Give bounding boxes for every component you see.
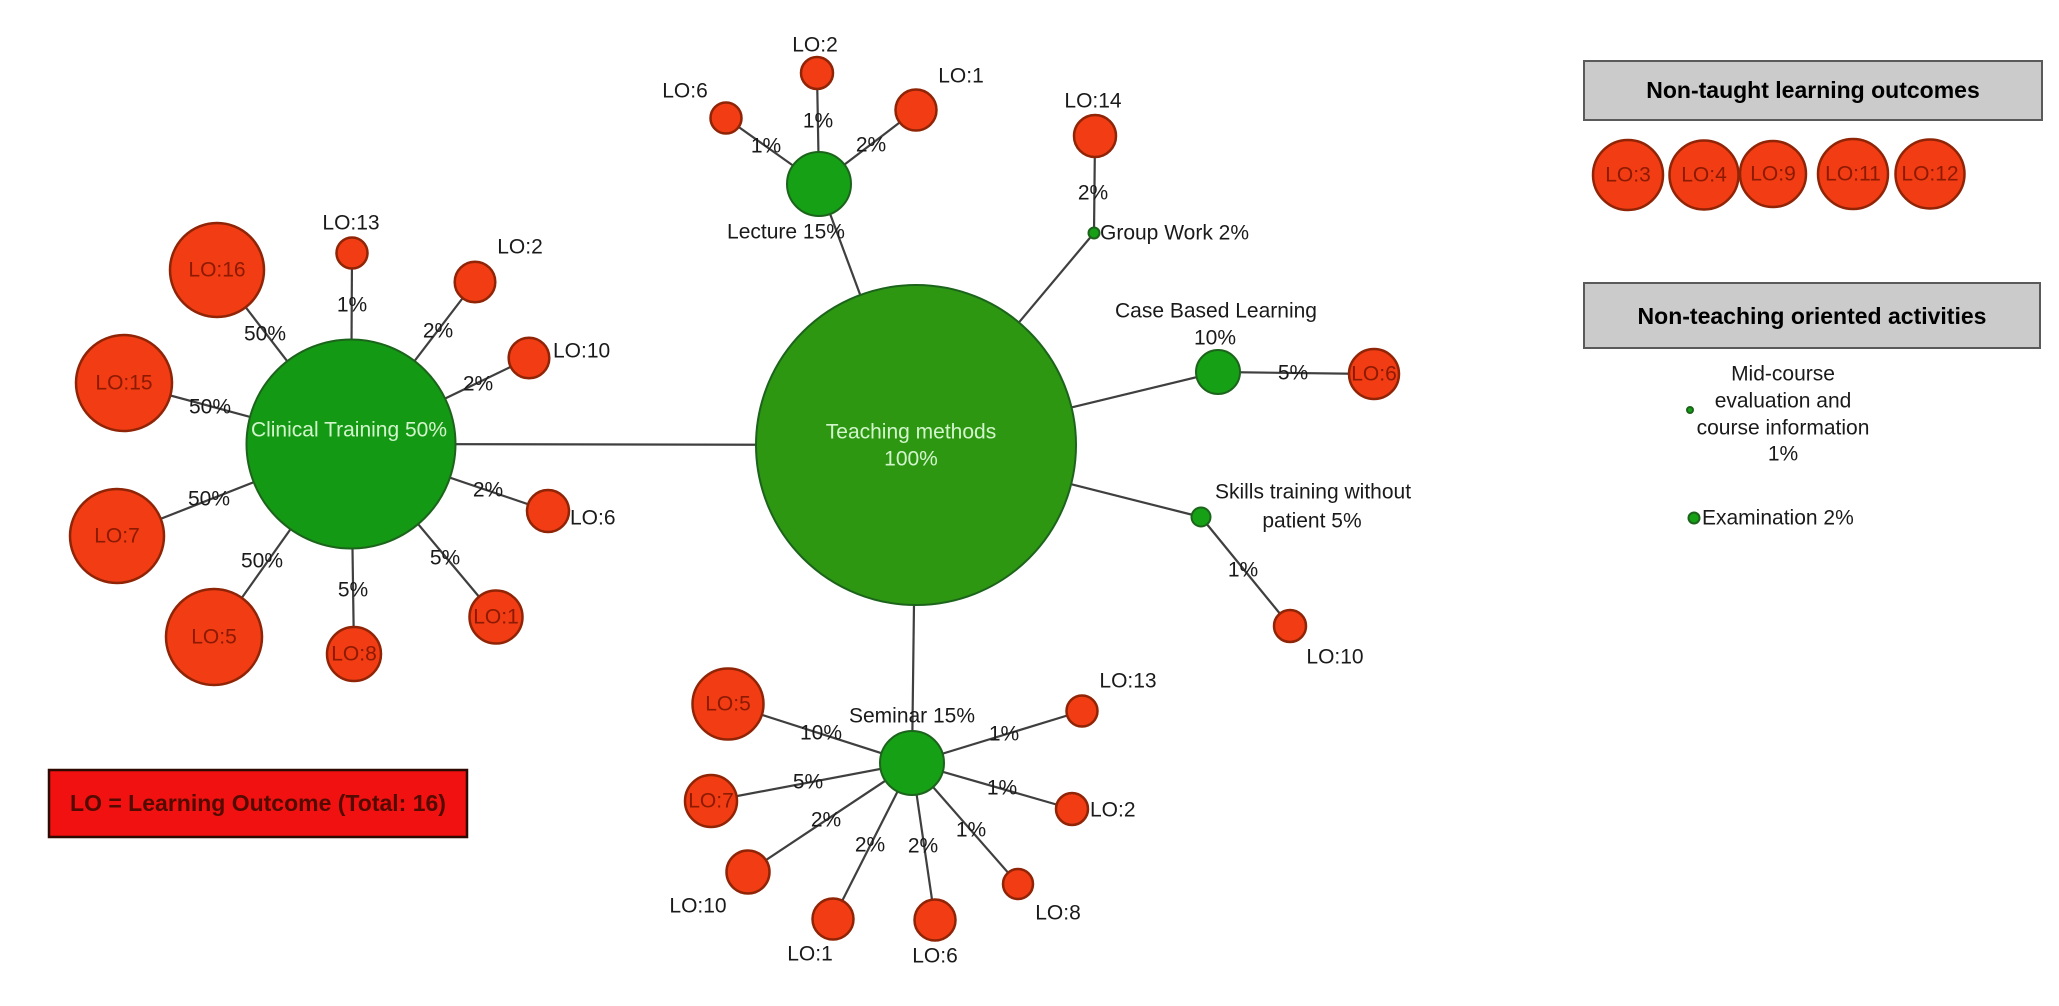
svg-text:LO:4: LO:4 xyxy=(1681,164,1727,187)
svg-text:LO:7: LO:7 xyxy=(94,525,140,548)
svg-text:1%: 1% xyxy=(1228,559,1258,582)
svg-text:1%: 1% xyxy=(1768,443,1798,466)
svg-text:course information: course information xyxy=(1697,417,1870,440)
svg-text:1%: 1% xyxy=(956,819,986,842)
svg-text:1%: 1% xyxy=(989,723,1019,746)
svg-text:LO = Learning Outcome (Total:: LO = Learning Outcome (Total: 16) xyxy=(70,790,446,816)
svg-text:LO:11: LO:11 xyxy=(1825,163,1881,186)
svg-text:5%: 5% xyxy=(793,771,823,794)
svg-text:LO:10: LO:10 xyxy=(553,340,610,363)
svg-text:LO:10: LO:10 xyxy=(669,895,726,918)
svg-text:LO:5: LO:5 xyxy=(191,626,237,649)
svg-text:Teaching methods: Teaching methods xyxy=(826,421,996,444)
svg-text:LO:6: LO:6 xyxy=(662,80,708,103)
svg-text:Mid-course: Mid-course xyxy=(1731,363,1835,386)
svg-text:Examination 2%: Examination 2% xyxy=(1702,507,1854,530)
svg-text:2%: 2% xyxy=(473,479,503,502)
svg-text:LO:16: LO:16 xyxy=(188,259,245,282)
svg-text:5%: 5% xyxy=(430,547,460,570)
svg-text:10%: 10% xyxy=(1194,327,1236,350)
svg-text:LO:2: LO:2 xyxy=(1090,799,1136,822)
svg-text:LO:7: LO:7 xyxy=(688,790,734,813)
svg-text:evaluation and: evaluation and xyxy=(1715,390,1852,413)
svg-text:LO:10: LO:10 xyxy=(1306,646,1363,669)
svg-text:patient 5%: patient 5% xyxy=(1262,510,1361,533)
svg-text:Seminar 15%: Seminar 15% xyxy=(849,705,975,728)
svg-text:1%: 1% xyxy=(987,777,1017,800)
svg-text:2%: 2% xyxy=(908,835,938,858)
svg-text:2%: 2% xyxy=(855,834,885,857)
svg-text:LO:2: LO:2 xyxy=(497,236,543,259)
svg-text:10%: 10% xyxy=(800,722,842,745)
svg-text:LO:6: LO:6 xyxy=(570,507,616,530)
svg-text:LO:3: LO:3 xyxy=(1605,164,1651,187)
svg-text:100%: 100% xyxy=(884,448,938,471)
svg-text:Group Work 2%: Group Work 2% xyxy=(1100,222,1249,245)
svg-text:LO:2: LO:2 xyxy=(792,34,838,57)
svg-text:5%: 5% xyxy=(338,579,368,602)
svg-text:2%: 2% xyxy=(811,809,841,832)
svg-text:50%: 50% xyxy=(189,396,231,419)
svg-text:Skills training without: Skills training without xyxy=(1215,481,1411,504)
svg-text:Non-taught learning outcomes: Non-taught learning outcomes xyxy=(1646,77,1980,103)
svg-text:LO:13: LO:13 xyxy=(322,212,379,235)
svg-text:Non-teaching oriented activiti: Non-teaching oriented activities xyxy=(1638,303,1987,329)
svg-text:LO:6: LO:6 xyxy=(1351,363,1397,386)
svg-text:50%: 50% xyxy=(241,550,283,573)
svg-text:Case Based Learning: Case Based Learning xyxy=(1115,300,1317,323)
svg-text:LO:12: LO:12 xyxy=(1901,163,1958,186)
svg-text:LO:8: LO:8 xyxy=(331,643,377,666)
svg-text:LO:6: LO:6 xyxy=(912,945,958,968)
svg-text:2%: 2% xyxy=(463,373,493,396)
svg-text:Lecture 15%: Lecture 15% xyxy=(727,221,845,244)
svg-text:LO:1: LO:1 xyxy=(938,65,984,88)
svg-text:50%: 50% xyxy=(188,488,230,511)
svg-text:LO:8: LO:8 xyxy=(1035,902,1081,925)
svg-text:2%: 2% xyxy=(423,320,453,343)
svg-text:Clinical Training 50%: Clinical Training 50% xyxy=(251,419,447,442)
svg-text:LO:5: LO:5 xyxy=(705,693,751,716)
svg-text:50%: 50% xyxy=(244,323,286,346)
svg-text:LO:1: LO:1 xyxy=(787,943,833,966)
svg-text:1%: 1% xyxy=(751,135,781,158)
svg-text:LO:9: LO:9 xyxy=(1750,163,1796,186)
svg-text:LO:14: LO:14 xyxy=(1064,90,1122,113)
svg-text:1%: 1% xyxy=(337,294,367,317)
svg-text:1%: 1% xyxy=(803,110,833,133)
svg-text:2%: 2% xyxy=(1078,182,1108,205)
svg-text:2%: 2% xyxy=(856,134,886,157)
svg-text:LO:1: LO:1 xyxy=(473,606,519,629)
svg-text:LO:13: LO:13 xyxy=(1099,670,1156,693)
svg-text:LO:15: LO:15 xyxy=(95,372,152,395)
svg-text:5%: 5% xyxy=(1278,362,1308,385)
